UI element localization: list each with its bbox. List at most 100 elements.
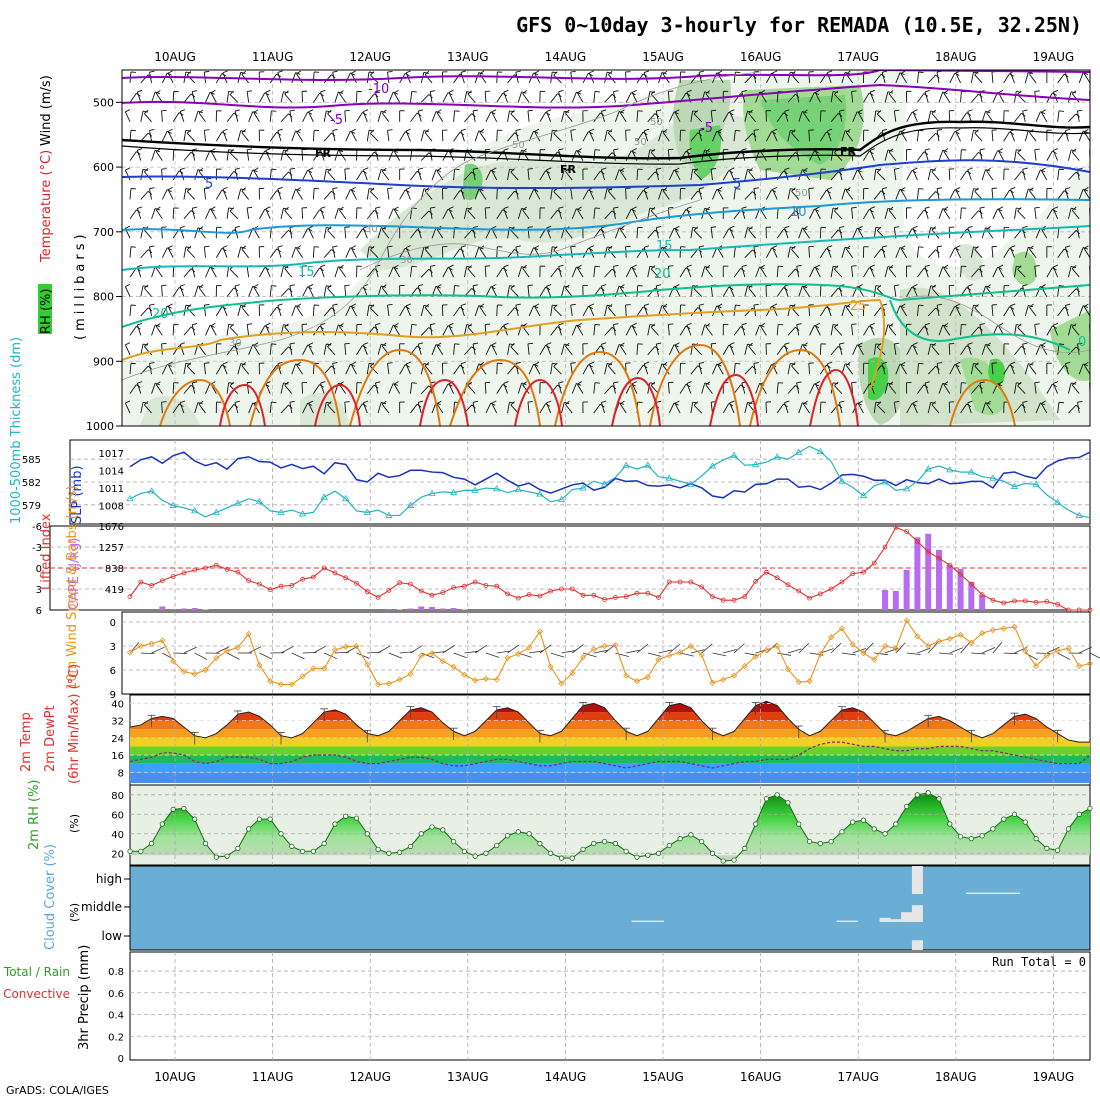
wind-barb [693,226,698,231]
wind-barb [679,209,687,220]
wind-barb [863,383,870,394]
wind-barb [619,400,625,405]
wind-barb [655,169,659,181]
wind-barb [655,227,659,239]
wind-barb [647,113,656,123]
wind-barb [374,91,379,103]
wind-barb [869,206,875,210]
wind-barb [277,247,282,258]
wind-barb [613,91,616,103]
contour-label: 30 [229,338,242,349]
wind-barb [826,130,832,142]
wind-barb [296,189,303,200]
wind-barb [593,403,601,414]
wind-barb [948,169,951,181]
wind-barb [327,229,336,239]
wind-barb [1014,112,1022,123]
rh-point [213,854,219,860]
wind-barb [151,324,156,336]
wind-barb [192,381,198,384]
contour-label: 50 [512,140,525,151]
wind-barb [204,71,210,73]
wind-barb [424,248,433,258]
wind-barb [381,170,390,181]
wind-barb [900,187,906,191]
wind-barb [253,286,260,297]
wind-barb [991,246,994,258]
contour-label: 50 [795,188,808,199]
wind-barb [558,323,564,326]
wind-barb [405,130,411,142]
wind-barb [1040,345,1048,356]
lifted-index-point [159,578,165,583]
rh-tick-label: 60 [111,810,124,821]
wind-barb [418,342,424,345]
wind-barb [894,109,900,112]
wind-barb [876,401,882,406]
wind-barb [399,364,406,375]
wind-barb [948,343,951,355]
wind-barb [619,285,625,289]
rh-point [634,854,640,860]
lifted-index-line [127,525,1093,613]
wind-barb [830,346,839,356]
wind-barb [971,93,979,103]
wind-barb [924,206,930,209]
wind-barb [705,381,711,386]
wind-barb [851,324,854,336]
wind-barb [191,91,196,103]
wind-barb [981,285,986,297]
wind-barb [136,91,142,103]
surface-wind-barb [830,642,842,654]
wind-barb [370,304,375,309]
wind-barb [803,400,808,405]
wind-barb [237,363,242,375]
wind-barb [888,381,894,386]
lifted-index-point [828,586,834,592]
wind-barb [942,208,948,211]
wind-barb [729,286,735,297]
lifted-index-point [354,581,359,586]
wind-barb [576,92,584,103]
wind-barb [857,225,863,230]
wind-barb [467,90,473,95]
wind-barb [491,109,497,113]
temp-axis-label: 2m Temp [19,712,34,772]
thickness-marker [902,485,911,492]
wind-barb [191,382,196,394]
wind-barb [668,169,675,181]
wind-barb [679,384,687,394]
top-date-axis: 10AUG 11AUG 12AUG 13AUG 14AUG 15AUG 16AUG 17AUG… [154,50,1074,64]
wind-barb [1014,229,1022,239]
wind-barb [1024,363,1029,375]
wind-barb [381,342,387,347]
wind-barb [803,403,810,414]
wind-barb [834,210,843,220]
rh-point [731,857,737,863]
wind-barb [289,227,293,239]
wind-barb [491,225,497,229]
wind-barb [784,342,790,345]
thickness-marker [816,447,825,454]
wind-barb [1065,128,1071,132]
lifted-index-point [796,588,802,594]
wind-barb [979,206,985,209]
thickness-marker [600,480,609,487]
wind-barb [248,111,254,122]
wind-barb [323,74,332,84]
wind-barb [332,128,338,131]
wind-barb [979,264,985,267]
wind-barb [845,70,851,75]
wind-barb [183,188,187,200]
wind-barb [192,90,198,93]
wind-barb [485,344,492,355]
wind-barb [839,342,845,345]
wind-barb [210,89,216,94]
wind-barb [209,91,215,95]
wind-barb [986,342,991,347]
wind-barb [839,226,845,229]
wind-barb [1068,288,1077,297]
wind-barb [485,402,492,414]
thickness-gridlines [70,440,1090,524]
wind-barb [327,226,332,231]
